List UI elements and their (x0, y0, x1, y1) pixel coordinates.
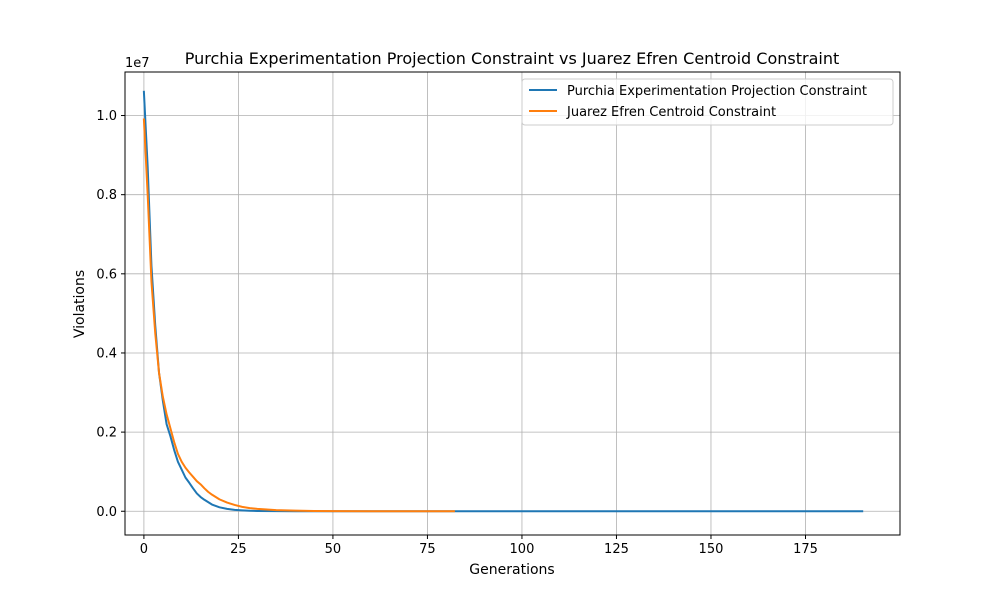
x-tick-label: 75 (419, 542, 436, 557)
legend: Purchia Experimentation Projection Const… (521, 78, 894, 126)
y-tick-label: 0.6 (96, 267, 117, 282)
legend-label-series-2: Juarez Efren Centroid Constraint (566, 105, 776, 120)
x-tick-label: 25 (230, 542, 247, 557)
y-tick-label: 0.4 (96, 346, 117, 361)
y-tick-label: 0.8 (96, 188, 117, 203)
x-tick-label: 125 (604, 542, 629, 557)
x-tick-label: 175 (793, 542, 818, 557)
y-axis-offset-label: 1e7 (125, 56, 150, 71)
y-tick-label: 0.2 (96, 426, 117, 441)
x-axis-label: Generations (469, 562, 554, 578)
x-tick-label: 100 (510, 542, 535, 557)
legend-box (521, 78, 894, 126)
legend-label-series-1: Purchia Experimentation Projection Const… (567, 84, 867, 99)
x-axis-ticks: 0 25 50 75 100 125 150 175 (140, 535, 818, 557)
y-tick-label: 0.0 (96, 505, 117, 520)
plot-frame (124, 71, 901, 536)
series-line-2 (142, 118, 455, 513)
x-tick-label: 150 (699, 542, 724, 557)
x-tick-label: 50 (325, 542, 342, 557)
chart-title: Purchia Experimentation Projection Const… (185, 49, 839, 68)
series-layer (142, 90, 864, 513)
y-tick-label: 1.0 (96, 109, 117, 124)
x-tick-label: 0 (140, 542, 148, 557)
y-axis-label: Violations (72, 270, 88, 338)
y-axis-ticks: 0.0 0.2 0.4 0.6 0.8 1.0 (96, 109, 125, 520)
